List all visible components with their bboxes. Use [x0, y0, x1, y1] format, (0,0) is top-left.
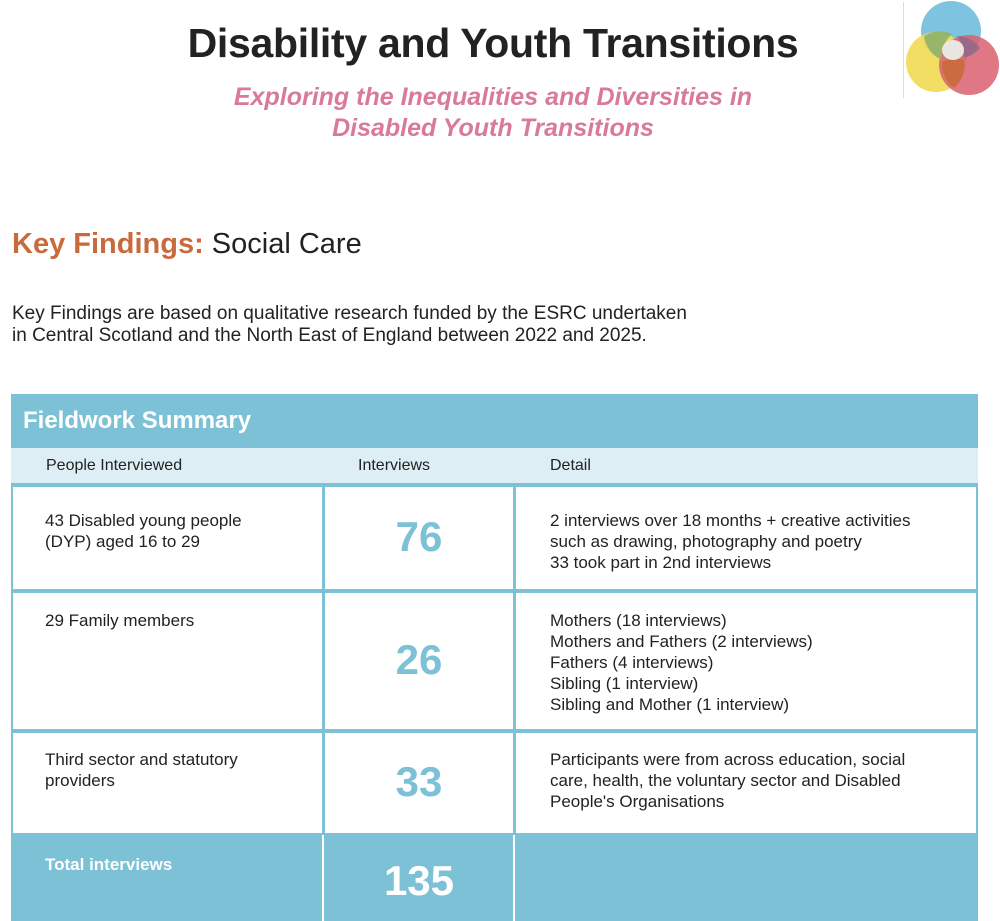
heading-topic: Social Care	[203, 228, 362, 260]
column-header-people: People Interviewed	[46, 457, 183, 474]
intro-line-2: in Central Scotland and the North East o…	[12, 325, 647, 346]
table-row: 43 Disabled young people (DYP) aged 16 t…	[13, 487, 322, 589]
detail-cell: Mothers (18 interviews) Mothers and Fath…	[516, 593, 976, 729]
interviews-count: 33	[395, 758, 443, 805]
total-value: 135	[383, 857, 455, 904]
interviews-cell: 76	[325, 487, 513, 589]
section-heading: Key Findings: Social Care	[12, 228, 362, 261]
total-row-divider	[322, 835, 324, 921]
interviews-cell: 26	[325, 593, 513, 729]
table-row: Third sector and statutory providers	[13, 733, 322, 833]
people-cell: Third sector and statutory providers	[45, 750, 238, 790]
detail-cell: 2 interviews over 18 months + creative a…	[516, 487, 976, 589]
detail-text: Mothers (18 interviews) Mothers and Fath…	[550, 611, 813, 714]
column-header-row: People Interviewed Interviews Detail	[11, 448, 978, 483]
intro-text: Key Findings are based on qualitative re…	[12, 303, 752, 347]
page-subtitle: Exploring the Inequalities and Diversiti…	[0, 82, 986, 144]
logo-overlap-orange	[941, 58, 965, 88]
page-title: Disability and Youth Transitions	[187, 20, 799, 66]
interviews-count: 76	[395, 513, 443, 560]
people-cell: 29 Family members	[45, 611, 195, 630]
fieldwork-summary-table: Fieldwork Summary People Interviewed Int…	[11, 394, 978, 921]
subtitle-line-1: Exploring the Inequalities and Diversiti…	[233, 83, 753, 111]
logo-center	[942, 40, 964, 60]
people-cell: 43 Disabled young people (DYP) aged 16 t…	[45, 511, 242, 551]
interviews-cell: 33	[325, 733, 513, 833]
total-row-divider	[513, 835, 515, 921]
logo-overlap-purple	[957, 36, 980, 58]
detail-text: 2 interviews over 18 months + creative a…	[550, 511, 911, 572]
logo-divider	[903, 2, 904, 98]
detail-text: Participants were from across education,…	[550, 750, 906, 811]
table-body: 43 Disabled young people (DYP) aged 16 t…	[11, 483, 978, 921]
logo-overlap-green	[924, 31, 952, 60]
interviews-count: 26	[395, 636, 443, 683]
subtitle-line-2: Disabled Youth Transitions	[332, 114, 654, 142]
column-header-detail: Detail	[550, 457, 591, 474]
total-row: Total interviews 135	[11, 835, 978, 921]
column-header-interviews: Interviews	[358, 457, 431, 474]
table-row: 29 Family members	[13, 593, 322, 729]
total-label: Total interviews	[45, 855, 173, 874]
intro-line-1: Key Findings are based on qualitative re…	[12, 303, 687, 324]
table-title: Fieldwork Summary	[11, 394, 978, 448]
venn-circles-logo	[906, 1, 999, 95]
detail-cell: Participants were from across education,…	[516, 733, 976, 833]
heading-accent: Key Findings:	[12, 228, 204, 260]
